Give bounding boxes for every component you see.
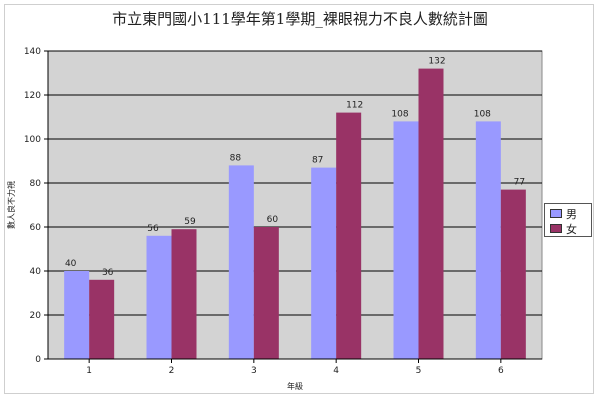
data-label-male-2: 56	[147, 224, 159, 234]
y-tick-label-0: 0	[35, 355, 41, 365]
y-tick-label-40: 40	[30, 267, 42, 277]
bar-male-4	[311, 167, 337, 359]
bar-male-6	[475, 121, 501, 360]
y-tick-label-80: 80	[30, 179, 42, 189]
data-label-female-3: 60	[267, 215, 279, 225]
bar-male-1	[64, 271, 90, 359]
y-tick-label-20: 20	[30, 311, 42, 321]
x-tick-label-3: 3	[251, 366, 257, 376]
bar-group	[64, 68, 526, 360]
bar-male-5	[393, 121, 419, 360]
y-tick-label-60: 60	[30, 223, 42, 233]
x-axis-title: 年級	[287, 381, 303, 391]
gridlines	[48, 50, 542, 316]
data-label-male-5: 108	[391, 109, 408, 119]
y-tick-label-100: 100	[24, 135, 41, 145]
bar-female-2	[171, 229, 197, 359]
data-label-male-3: 88	[230, 153, 242, 163]
y-axis-title: 數人良不力視	[6, 181, 16, 229]
data-label-male-6: 108	[474, 109, 491, 119]
bar-female-1	[89, 279, 115, 359]
bar-male-2	[146, 235, 172, 359]
x-tick-label-4: 4	[333, 366, 339, 376]
bar-female-5	[418, 68, 444, 359]
bar-male-3	[228, 165, 254, 359]
legend-label-female: 女	[566, 222, 577, 236]
y-tick-label-140: 140	[24, 47, 41, 57]
y-axis-ticks: 0 20 40 60 80 100 120 140	[24, 47, 48, 365]
x-tick-label-1: 1	[86, 366, 92, 376]
x-tick-label-6: 6	[498, 366, 504, 376]
plot-area	[47, 50, 543, 360]
chart-title: 市立東門國小111學年第1學期_裸眼視力不良人數統計圖	[112, 10, 488, 28]
data-label-female-2: 59	[184, 217, 196, 227]
y-tick-label-120: 120	[24, 91, 41, 101]
legend-item-female: 女	[550, 221, 591, 236]
legend-item-male: 男	[550, 206, 591, 221]
chart-frame	[4, 4, 594, 394]
data-label-male-1: 40	[65, 259, 77, 269]
axes	[47, 51, 542, 360]
x-tick-label-5: 5	[416, 366, 422, 376]
legend-swatch-female	[550, 224, 562, 233]
plot-background	[47, 50, 543, 360]
bar-female-6	[500, 189, 526, 359]
x-axis-ticks: 1 2 3 4 5 6	[86, 359, 504, 376]
data-label-female-1: 36	[102, 268, 114, 278]
data-labels: 40 36 56 59 88 60 87 112 108 132 108 77	[65, 57, 525, 278]
data-label-male-4: 87	[312, 156, 323, 166]
x-tick-label-2: 2	[169, 366, 175, 376]
bar-female-3	[253, 227, 279, 359]
data-label-female-6: 77	[514, 178, 525, 188]
bar-female-4	[336, 112, 362, 359]
data-label-female-4: 112	[346, 101, 363, 111]
data-label-female-5: 132	[428, 57, 445, 67]
legend-swatch-male	[550, 209, 562, 218]
chart-legend: 男 女	[544, 203, 592, 237]
legend-label-male: 男	[566, 207, 577, 221]
